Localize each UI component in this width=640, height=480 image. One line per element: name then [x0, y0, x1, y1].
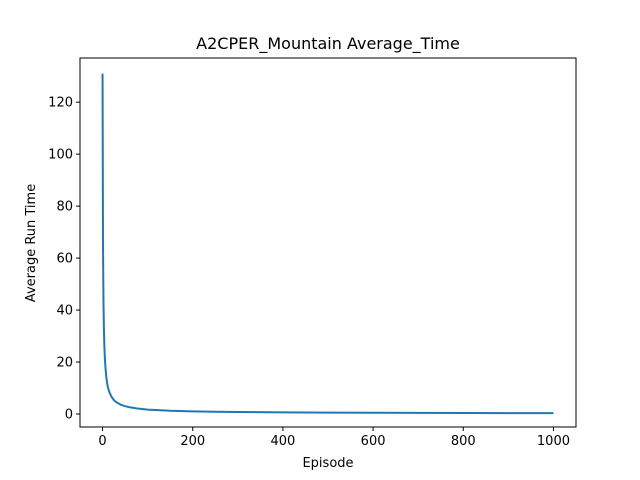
series-line: [101, 73, 554, 415]
x-tick-label: 800: [451, 434, 476, 449]
y-tick-label: 60: [56, 252, 73, 267]
y-axis-ticks: 0 20 40 60 80 100 120: [48, 96, 80, 423]
y-tick-label: 120: [48, 96, 73, 111]
y-tick-label: 20: [56, 356, 73, 371]
y-tick-label: 100: [48, 148, 73, 163]
x-tick-label: 200: [180, 434, 205, 449]
x-tick-label: 0: [98, 434, 106, 449]
y-tick-label: 80: [56, 200, 73, 215]
y-axis-label: Average Run Time: [24, 184, 39, 302]
plot-series: [101, 73, 554, 415]
x-axis-ticks: 0 200 400 600 800 1000: [98, 427, 570, 449]
x-axis-label: Episode: [302, 456, 353, 471]
x-tick-label: 1000: [537, 434, 570, 449]
x-tick-label: 600: [361, 434, 386, 449]
plot-frame: [79, 57, 577, 428]
y-tick-label: 40: [56, 304, 73, 319]
chart-title: A2CPER_Mountain Average_Time: [196, 34, 460, 54]
y-tick-label: 0: [65, 408, 73, 423]
x-tick-label: 400: [270, 434, 295, 449]
